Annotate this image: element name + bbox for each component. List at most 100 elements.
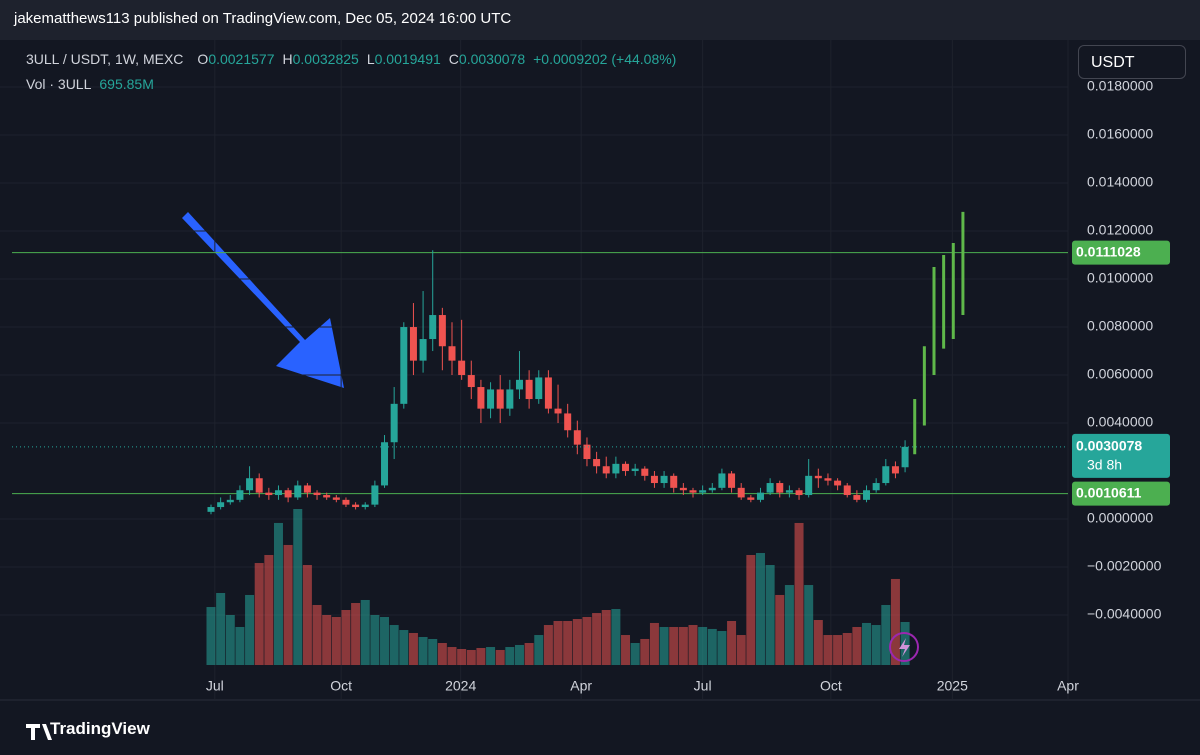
volume-bar — [322, 614, 332, 665]
brand: TradingView — [50, 719, 150, 738]
candle-body — [342, 499, 350, 505]
currency-button[interactable]: USDT — [1078, 45, 1186, 79]
candle-body — [747, 497, 755, 500]
price-tag-label: 0.0010611 — [1076, 484, 1142, 500]
volume-bar — [543, 625, 553, 665]
volume-bar — [235, 626, 245, 665]
candle-body — [853, 495, 861, 500]
volume-bar — [649, 622, 659, 665]
volume-bar — [833, 635, 843, 665]
candle-body — [371, 485, 379, 505]
candle-body — [670, 475, 678, 488]
volume-name: Vol · 3ULL — [26, 76, 92, 92]
ohlc-key: L — [366, 51, 375, 67]
x-tick-label: Apr — [1057, 678, 1079, 694]
x-tick-label: Jul — [206, 678, 224, 694]
ohlc-value: 0.0032825 — [292, 51, 359, 67]
volume-bar — [534, 635, 544, 665]
candle-body — [506, 389, 514, 409]
volume-bar — [447, 647, 457, 665]
candle-body — [872, 483, 880, 491]
volume-bar — [804, 585, 814, 665]
volume-bar — [707, 628, 717, 665]
ohlc-value: 0.0019491 — [374, 51, 441, 67]
candle-body — [429, 315, 437, 340]
volume-bar — [360, 599, 370, 665]
volume-bar — [890, 578, 900, 665]
volume-bar — [389, 625, 399, 665]
volume-bar — [784, 585, 794, 665]
candle-body — [689, 490, 697, 493]
y-tick-label: −0.0040000 — [1087, 606, 1162, 622]
logo — [26, 724, 52, 740]
candle-body — [882, 466, 890, 484]
x-tick-label: Jul — [694, 678, 712, 694]
volume-bar — [592, 613, 602, 665]
candle-body — [361, 504, 369, 508]
volume-bar — [418, 637, 428, 665]
volume-bar — [206, 607, 216, 665]
volume-bar — [746, 554, 756, 665]
candle-body — [409, 327, 417, 361]
volume-bar — [852, 626, 862, 665]
volume-bar — [871, 625, 881, 665]
candle-body — [660, 475, 668, 484]
volume-bar — [611, 609, 621, 665]
ohlc-value: 0.0021577 — [208, 51, 275, 67]
candle-body — [756, 492, 764, 500]
volume-bar — [582, 616, 592, 665]
volume-bar — [273, 522, 283, 665]
volume-bar — [514, 644, 524, 665]
volume-bar — [225, 614, 235, 665]
ohlc-key: H — [282, 51, 293, 67]
candle-body — [573, 430, 581, 445]
y-tick-label: −0.0020000 — [1087, 558, 1162, 574]
footer-bar — [0, 703, 1200, 755]
volume-bar — [794, 522, 804, 665]
volume-bar — [524, 642, 534, 665]
candle-body — [303, 485, 311, 493]
volume-bar — [678, 626, 688, 665]
candle-body — [448, 346, 456, 361]
candle-body — [699, 490, 707, 493]
volume-bar — [717, 631, 727, 665]
plot: 0.0180000 0.0160000 0.0140000 0.0120000 0.01… — [0, 40, 1170, 700]
candle-body — [467, 375, 475, 388]
y-tick-label: 0.0180000 — [1087, 78, 1153, 94]
volume-bar — [755, 553, 765, 665]
volume-bar — [495, 649, 505, 665]
y-tick-label: 0.0140000 — [1087, 174, 1153, 190]
candle-body — [795, 490, 803, 496]
candle-body — [535, 377, 543, 400]
volume-bar — [245, 594, 255, 665]
volume-bar — [312, 604, 322, 665]
published-line: jakematthews113 published on TradingView… — [14, 10, 512, 27]
volume-bar — [601, 609, 611, 665]
volume-bar — [688, 625, 698, 665]
x-tick-label: Oct — [330, 678, 352, 694]
candle-body — [419, 339, 427, 361]
ohlc-key: C — [448, 51, 459, 67]
volume-bar — [621, 635, 631, 665]
candle-body — [458, 360, 466, 376]
change: +0.0009202 (+44.08%) — [533, 51, 677, 67]
price-tag — [1072, 481, 1170, 506]
y-tick-label: 0.0060000 — [1087, 366, 1153, 382]
candle-body — [814, 475, 822, 479]
candle-body — [515, 379, 523, 390]
candle-body — [622, 463, 630, 472]
candle-body — [564, 413, 572, 431]
volume-bar — [823, 635, 833, 665]
candle-body — [265, 492, 273, 496]
volume-value: 695.85M — [99, 76, 154, 92]
volume-bar — [351, 603, 361, 665]
volume-bar — [486, 647, 496, 665]
volume-bar — [457, 648, 467, 665]
volume-bar — [216, 592, 226, 665]
volume-bar — [862, 622, 872, 665]
volume-bar — [476, 648, 486, 665]
volume-bar — [842, 632, 852, 665]
volume-bar — [736, 635, 746, 665]
y-tick-label: 0.0120000 — [1087, 222, 1153, 238]
candle-body — [207, 507, 215, 512]
